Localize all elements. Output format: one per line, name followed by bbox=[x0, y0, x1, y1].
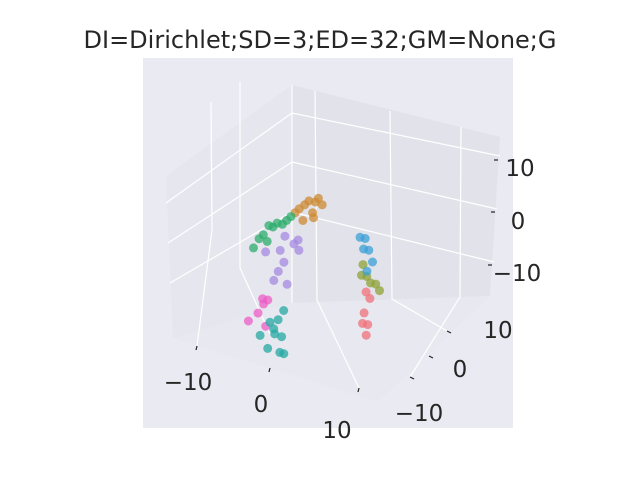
data-point bbox=[282, 279, 292, 289]
data-point bbox=[275, 245, 285, 255]
data-point bbox=[262, 236, 272, 246]
data-point bbox=[358, 260, 368, 270]
data-point bbox=[375, 286, 384, 296]
data-point bbox=[277, 332, 287, 342]
data-point bbox=[359, 244, 369, 254]
data-point bbox=[317, 200, 327, 210]
data-point bbox=[360, 234, 370, 243]
data-point bbox=[277, 219, 287, 229]
data-point bbox=[259, 299, 269, 309]
data-point bbox=[263, 343, 273, 353]
data-point bbox=[298, 216, 308, 225]
data-point bbox=[255, 330, 265, 340]
grid-lines bbox=[165, 82, 501, 389]
data-point bbox=[294, 204, 304, 214]
data-point bbox=[365, 294, 375, 303]
data-point bbox=[309, 213, 318, 223]
data-point bbox=[279, 349, 289, 359]
data-point bbox=[293, 235, 303, 245]
x-tick-label: 0 bbox=[254, 392, 269, 418]
data-point bbox=[294, 245, 304, 255]
data-point bbox=[362, 266, 372, 276]
data-point bbox=[249, 243, 258, 253]
data-point bbox=[254, 234, 264, 244]
data-point bbox=[359, 308, 369, 318]
y-tick-label: −10 bbox=[395, 401, 444, 427]
data-point bbox=[269, 275, 279, 285]
data-point bbox=[270, 329, 280, 339]
z-tick-label: 10 bbox=[505, 156, 534, 182]
data-point bbox=[279, 306, 289, 315]
data-point bbox=[358, 318, 367, 328]
x-tick-label: −10 bbox=[164, 370, 213, 396]
data-point bbox=[366, 278, 375, 288]
back-pane bbox=[292, 85, 500, 303]
data-point bbox=[273, 315, 283, 325]
z-tick-label: 0 bbox=[511, 209, 526, 235]
data-point bbox=[279, 257, 289, 267]
y-tick-label: 10 bbox=[483, 318, 512, 344]
chart-title: DI=Dirichlet;SD=3;ED=32;GM=None;G bbox=[84, 26, 557, 54]
points-layer bbox=[243, 193, 384, 359]
data-point bbox=[265, 317, 275, 327]
y-tick-label: 0 bbox=[453, 357, 468, 383]
data-point bbox=[243, 316, 253, 326]
data-point bbox=[273, 266, 283, 276]
z-tick-label: −10 bbox=[493, 261, 542, 287]
data-point bbox=[261, 247, 271, 257]
data-point bbox=[361, 330, 371, 340]
tick-marks bbox=[195, 159, 498, 393]
data-point bbox=[361, 287, 371, 297]
data-point bbox=[286, 212, 296, 222]
data-point bbox=[253, 308, 263, 318]
left-pane bbox=[166, 85, 292, 338]
data-point bbox=[264, 221, 274, 231]
x-tick-label: 10 bbox=[322, 418, 351, 444]
data-point bbox=[280, 231, 290, 241]
data-point bbox=[310, 197, 320, 207]
data-point bbox=[368, 257, 377, 267]
